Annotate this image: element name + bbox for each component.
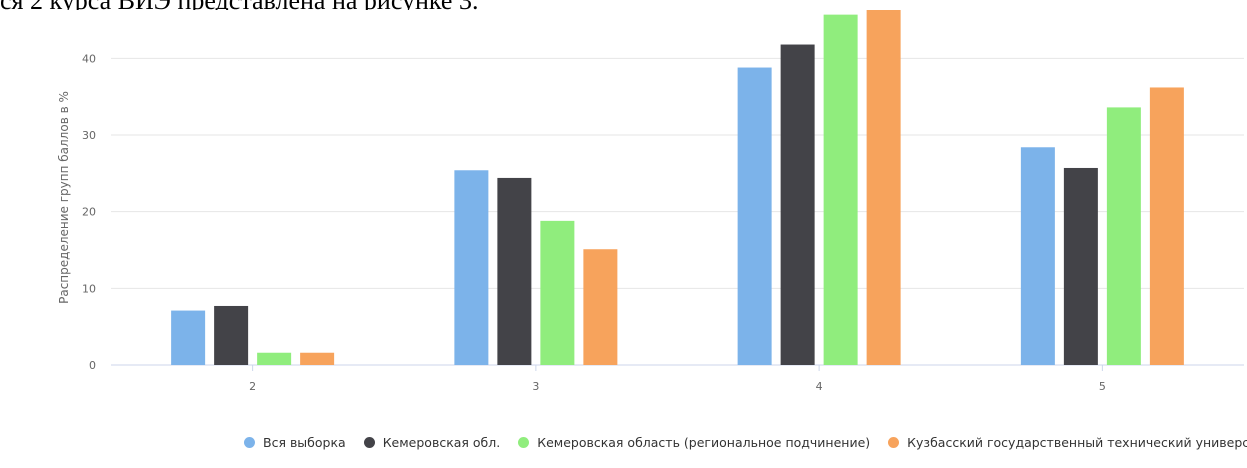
bar-2-series-3 <box>257 352 292 365</box>
bar-2-series-1 <box>171 310 206 365</box>
legend-item-series-4[interactable]: Кузбасский государственный технический у… <box>888 435 1247 450</box>
y-tick-label: 30 <box>82 129 96 142</box>
legend-label: Кемеровская область (региональное подчин… <box>537 434 871 450</box>
bar-3-series-1 <box>454 170 489 365</box>
bar-4-series-3 <box>823 14 858 366</box>
y-tick-label: 40 <box>82 52 96 65</box>
y-tick-label: 10 <box>82 282 96 295</box>
legend-item-series-3[interactable]: Кемеровская область (региональное подчин… <box>518 435 870 450</box>
bar-3-series-4 <box>583 249 618 365</box>
legend-label: Кемеровская обл. <box>382 434 501 450</box>
bar-4-series-4 <box>866 10 901 365</box>
legend-marker <box>888 436 900 448</box>
y-tick-label: 0 <box>89 359 96 372</box>
x-tick-label: 3 <box>532 380 539 393</box>
bar-4-series-2 <box>780 44 815 366</box>
bar-5-series-4 <box>1149 87 1184 365</box>
chart-legend: Вся выборка Кемеровская обл. Кемеровская… <box>244 432 1247 452</box>
legend-marker <box>518 436 530 448</box>
legend-item-series-1[interactable]: Вся выборка <box>244 435 346 450</box>
y-tick-label: 20 <box>82 206 96 219</box>
legend-label: Кузбасский государственный технический у… <box>907 434 1247 450</box>
x-tick-label: 4 <box>816 380 823 393</box>
legend-item-series-2[interactable]: Кемеровская обл. <box>363 434 501 450</box>
bar-chart: 0 10 20 30 40 Распределение групп баллов в % 2… <box>57 10 1244 393</box>
legend-label: Вся выборка <box>263 434 346 450</box>
x-tick-label: 5 <box>1099 380 1106 393</box>
bar-5-series-2 <box>1063 167 1098 365</box>
x-tick-label: 2 <box>249 380 256 393</box>
bar-5-series-3 <box>1106 107 1141 366</box>
bar-2-series-4 <box>300 352 335 365</box>
legend-marker <box>244 436 255 448</box>
bar-3-series-2 <box>497 177 532 365</box>
bar-4-series-1 <box>737 67 772 366</box>
bar-3-series-3 <box>540 220 575 365</box>
bar-2-series-2 <box>214 305 249 365</box>
legend-marker <box>363 436 375 448</box>
chart-container: 0 10 20 30 40 Распределение групп баллов в % 2… <box>44 10 1247 468</box>
y-axis-title: Распределение групп баллов в % <box>57 91 71 304</box>
bar-5-series-1 <box>1020 147 1055 365</box>
